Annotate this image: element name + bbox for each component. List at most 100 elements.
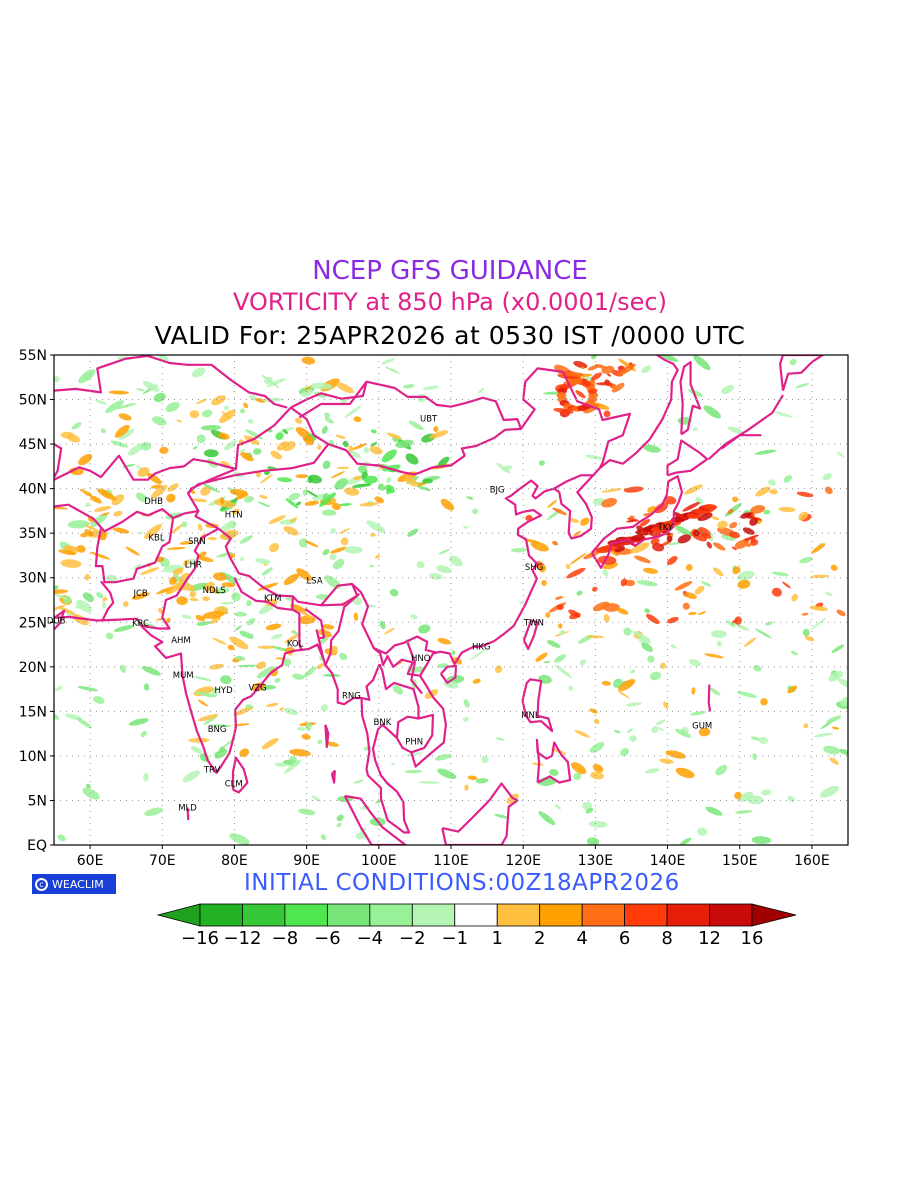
vorticity-patch [778,506,796,513]
vorticity-patch [100,428,107,434]
vorticity-patch [787,685,798,694]
vorticity-patch [448,555,463,567]
vorticity-patch [557,623,563,629]
vorticity-patch [277,477,293,483]
vorticity-patch [684,592,697,600]
vorticity-patch [795,383,810,388]
longitude-ticks: 60E 70E 80E 90E 100E 110E 120E 130E 140E 150E 160E [77,845,830,869]
vorticity-patch [732,566,741,575]
colorbar-swatch [242,903,286,927]
vorticity-patch [351,483,372,488]
station-label-mnl: MNL [521,711,540,721]
vorticity-patch [295,474,309,479]
vorticity-patch [644,768,660,774]
colorbar-right-arrow [751,903,797,927]
vorticity-patch [839,748,848,755]
vorticity-patch [563,371,584,377]
vorticity-patch [232,508,240,515]
vorticity-patch [578,634,594,644]
vorticity-patch [684,484,703,495]
coastline-segment [707,684,712,712]
vorticity-patch [824,486,833,495]
vorticity-patch [592,586,598,592]
vorticity-patch [554,804,561,810]
vorticity-patch [284,632,302,644]
vorticity-patch [239,535,253,544]
vorticity-patch [105,574,118,583]
coastline-segment [54,355,288,409]
vorticity-patch [136,388,145,392]
vorticity-patch [702,503,717,510]
vorticity-patch [742,527,755,535]
vorticity-patch [436,565,452,574]
vorticity-patch [481,755,489,764]
vorticity-patch [58,606,76,615]
vorticity-patch [674,525,693,537]
vorticity-patch [279,707,284,711]
station-label-srn: SRN [188,537,206,547]
coastline-segment [522,619,539,651]
vorticity-patch [202,596,210,602]
vorticity-patch [321,509,337,516]
vorticity-patch [752,665,762,672]
vorticity-patch [586,635,605,639]
vorticity-patch [573,530,581,537]
vorticity-patch [294,417,303,424]
colorbar-swatch [454,903,498,927]
colorbar-swatch [709,903,753,927]
vorticity-patch [768,479,776,486]
vorticity-patch [531,762,544,766]
vorticity-patch [750,736,760,741]
vorticity-patch [344,487,360,496]
vorticity-patch [227,644,235,651]
vorticity-patch [197,714,219,722]
lon-tick-label: 100E [361,853,397,869]
vorticity-patch [74,605,83,609]
vorticity-patch [838,678,848,690]
vorticity-patch [590,355,597,360]
chart-title: NCEP GFS GUIDANCE [312,256,588,286]
vorticity-patch [255,558,271,565]
vorticity-patch [836,609,846,617]
vorticity-patch [171,524,183,534]
vorticity-patch [370,429,377,434]
station-label-krc: KRC [132,619,149,629]
vorticity-patch [824,591,833,597]
vorticity-patch [348,449,361,459]
vorticity-patch [319,636,329,645]
vorticity-patch [620,748,630,757]
vorticity-patch [336,466,350,470]
vorticity-patch [602,569,609,577]
vorticity-patch [437,637,451,645]
vorticity-patch [727,508,734,514]
vorticity-patch [588,820,608,828]
vorticity-patch [245,704,253,709]
vorticity-patch [331,502,341,510]
vorticity-patch [689,659,701,667]
lon-tick-label: 80E [221,853,248,869]
vorticity-patch [735,810,753,814]
vorticity-patch [614,730,621,734]
vorticity-patch [189,410,200,419]
vorticity-patch [585,807,594,814]
vorticity-patch [580,366,585,370]
vorticity-patch [82,490,93,497]
vorticity-patch [629,515,635,519]
coastline-segment [298,381,368,419]
vorticity-patch [275,432,284,440]
vorticity-patch [583,403,599,414]
vorticity-patch [342,440,349,448]
vorticity-patch [203,449,219,458]
vorticity-patch [212,637,227,645]
vorticity-patch [58,549,76,556]
colorbar-label: −2 [399,928,426,949]
vorticity-patch [231,592,241,602]
vorticity-patch [266,702,279,707]
vorticity-patch [261,567,273,576]
vorticity-patch [246,600,252,607]
vorticity-patch [634,555,651,564]
vorticity-patch [113,510,123,517]
vorticity-patch [200,486,211,496]
vorticity-patch [344,546,363,554]
